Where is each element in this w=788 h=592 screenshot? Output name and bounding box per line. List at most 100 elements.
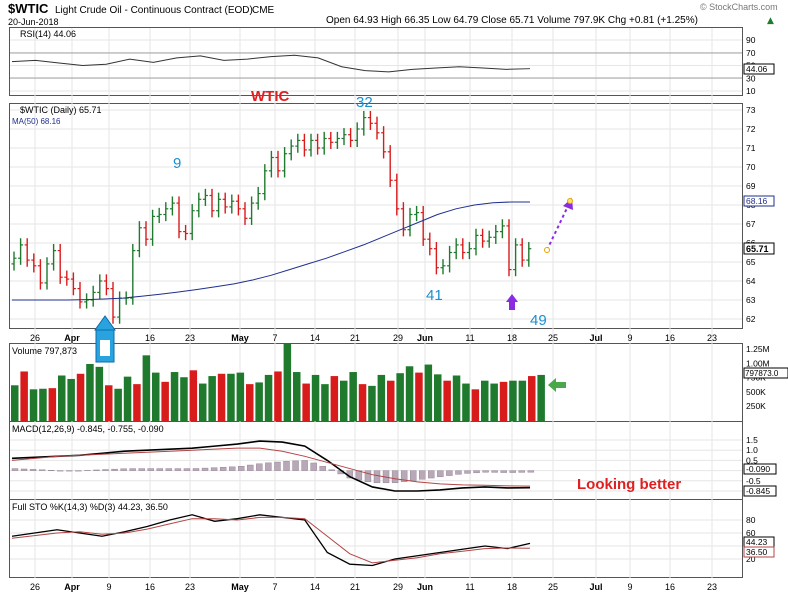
macd-histogram-bar	[473, 470, 480, 474]
macd-histogram-bar	[428, 470, 435, 479]
macd-histogram-bar	[482, 470, 489, 473]
volume-bar	[537, 374, 545, 421]
ma-badge-bg	[743, 195, 775, 207]
volume-bar	[133, 384, 141, 421]
x-tick-label-lower: 7	[272, 582, 277, 592]
x-tick-label-lower: 16	[665, 582, 675, 592]
macd-histogram-bar	[20, 468, 28, 471]
macd-histogram-bar	[491, 470, 498, 473]
volume-bar	[443, 380, 451, 421]
macd-histogram-bar	[391, 470, 399, 484]
ohlc-summary: Open 64.93 High 66.35 Low 64.79 Close 65…	[326, 15, 698, 26]
macd-y-tick: 1.0	[746, 445, 758, 455]
volume-bar	[170, 372, 179, 421]
volume-bar	[208, 376, 216, 421]
macd-histogram-bar	[301, 460, 308, 471]
x-tick-label-lower: 14	[310, 582, 320, 592]
ma-label: MA(50) 68.16	[12, 117, 61, 126]
x-tick-label-upper: 29	[393, 333, 403, 343]
projection-end-dot	[567, 198, 573, 204]
rsi-y-tick: 90	[746, 35, 756, 45]
volume-y-tick: 1.25M	[746, 344, 770, 354]
volume-arrow-icon	[548, 378, 566, 392]
macd-badge2-bg	[743, 485, 777, 497]
macd-line	[11, 440, 531, 492]
annotation-41: 41	[426, 287, 443, 304]
volume-bar	[415, 372, 423, 421]
volume-bar	[302, 383, 310, 421]
macd-histogram-bar	[410, 470, 417, 481]
macd-histogram-bar	[518, 470, 525, 473]
x-tick-label-lower: Jul	[589, 582, 602, 592]
volume-bar	[274, 371, 282, 421]
volume-bar	[528, 376, 536, 421]
x-tick-label-upper: 7	[272, 333, 277, 343]
macd-histogram-bar	[292, 460, 299, 471]
grid-lines	[10, 28, 742, 578]
x-tick-label-lower: 23	[185, 582, 195, 592]
projection-start-dot	[544, 247, 550, 253]
macd-histogram-bar	[219, 467, 227, 471]
volume-bar	[434, 374, 442, 421]
price-y-tick: 62	[746, 314, 756, 324]
volume-bar	[311, 374, 320, 421]
volume-bar	[349, 372, 357, 421]
volume-bar	[11, 385, 19, 421]
close-badge-bg	[743, 242, 775, 255]
volume-bar	[114, 388, 122, 421]
chart-date: 20-Jun-2018	[8, 17, 59, 27]
macd-histogram-bar	[437, 470, 444, 478]
macd-signal-line	[11, 447, 531, 487]
x-tick-label-upper: 16	[665, 333, 675, 343]
x-tick-label-upper: 25	[548, 333, 558, 343]
x-tick-label-lower: 9	[106, 582, 111, 592]
volume-label: Volume 797,873	[12, 346, 77, 356]
macd-histogram-bar	[129, 468, 136, 471]
macd-badge1: -0.090	[746, 464, 770, 474]
volume-bar	[48, 388, 57, 421]
volume-bar	[95, 366, 104, 421]
macd-label: MACD(12,26,9) -0.845, -0.755, -0.090	[12, 424, 164, 434]
macd-histogram-bar	[500, 470, 507, 473]
sto-y-tick: 20	[746, 554, 756, 564]
sto-d-line	[11, 516, 531, 564]
volume-bar	[499, 381, 508, 421]
price-y-tick: 67	[746, 219, 756, 229]
price-y-tick: 73	[746, 105, 756, 115]
macd-histogram-bar	[165, 468, 173, 471]
volume-badge-bg	[743, 367, 788, 379]
macd-histogram-bar	[75, 470, 82, 472]
macd-histogram-bar	[66, 470, 73, 472]
volume-bar	[405, 366, 414, 421]
volume-bar	[189, 370, 198, 421]
macd-histogram-bar	[156, 468, 164, 471]
volume-bar	[396, 373, 404, 421]
volume-bar	[29, 389, 38, 421]
price-panel	[9, 103, 743, 329]
x-tick-label-upper: Apr	[64, 333, 80, 343]
x-tick-label-upper: 26	[30, 333, 40, 343]
price-y-tick: 69	[746, 181, 756, 191]
volume-bar	[217, 373, 226, 421]
exchange-label: CME	[252, 5, 275, 16]
macd-histogram-bar	[201, 467, 209, 471]
volume-bar	[471, 389, 480, 421]
macd-histogram-bar	[183, 468, 191, 471]
volume-bar	[377, 374, 386, 421]
macd-histogram-bar	[11, 468, 19, 471]
volume-bar	[76, 373, 85, 421]
rsi-y-tick: 70	[746, 48, 756, 58]
volume-bar	[424, 364, 433, 421]
x-tick-label-lower: 11	[465, 582, 474, 592]
price-y-tick: 70	[746, 162, 756, 172]
price-label: $WTIC (Daily) 65.71	[20, 105, 102, 115]
volume-bar	[340, 380, 348, 421]
volume-y-tick: 500K	[746, 387, 766, 397]
macd-histogram-bar	[274, 461, 281, 471]
volume-bar	[39, 388, 47, 421]
macd-histogram-bar	[328, 469, 335, 471]
x-axis: 26 26 Apr Apr 9 9 16 16 23 23 May May 7 7 14 14 21 21 29 29…	[30, 333, 717, 592]
volume-bar	[236, 372, 245, 421]
macd-histogram-bar	[93, 469, 100, 471]
